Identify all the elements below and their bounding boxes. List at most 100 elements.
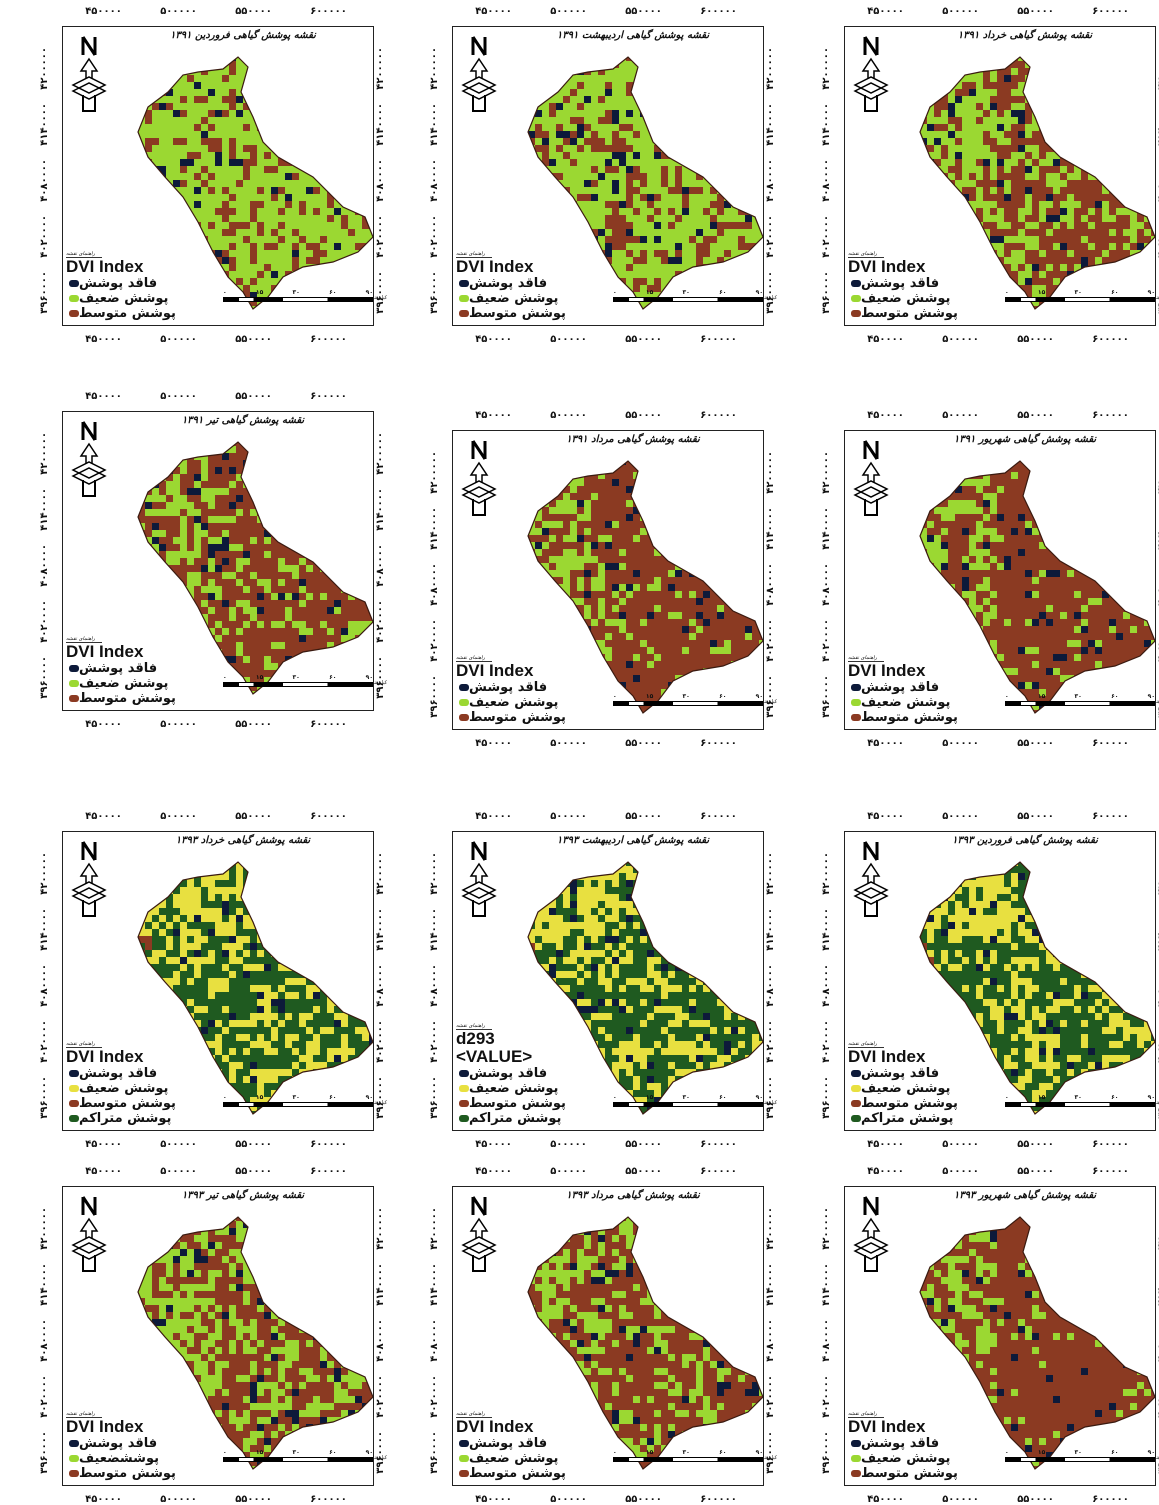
legend-label: پوشش ضعیف	[861, 291, 950, 306]
x-tick-label: ۵۵۰۰۰۰	[1017, 410, 1054, 421]
map-title: نقشه پوشش گیاهی اردیبهشت ۱۳۹۱	[513, 30, 753, 41]
legend-label: پوشش متراکم	[861, 1111, 953, 1126]
y-tick-label: ۴۰۸۰۰۰۰	[765, 159, 776, 202]
x-tick-label: ۶۰۰۰۰۰	[1092, 1139, 1129, 1150]
scale-label: ۳۰	[683, 1094, 690, 1101]
legend-swatch	[459, 1070, 469, 1077]
x-tick-label: ۵۵۰۰۰۰	[235, 334, 272, 345]
legend-swatch	[851, 1085, 861, 1092]
legend-item: پوشش ضعیف	[456, 1081, 636, 1096]
legend-swatch	[851, 1470, 861, 1477]
y-tick-label: ۴۰۲۰۰۰۰	[821, 215, 832, 258]
y-tick-label: ۴۰۲۰۰۰۰	[765, 215, 776, 258]
legend-title: DVI Index	[456, 1418, 636, 1436]
legend-title: DVI Index	[66, 643, 246, 661]
scale-label: ۶۰	[329, 289, 336, 296]
scale-label: ۱۵	[1038, 1094, 1045, 1101]
y-tick-label: ۳۹۶۰۰۰۰	[821, 271, 832, 314]
scale-unit: کیلومتر	[372, 1100, 387, 1106]
legend-label: پوشش متوسط	[861, 1096, 958, 1111]
y-tick-label: ۴۱۴۰۰۰۰	[765, 1263, 776, 1306]
x-tick-label: ۶۰۰۰۰۰	[1092, 334, 1129, 345]
y-tick-label: ۴۰۸۰۰۰۰	[821, 964, 832, 1007]
legend-item: پوشش متوسط	[66, 1466, 246, 1481]
legend-label: فاقد پوشش	[469, 1066, 547, 1081]
y-tick-label: ۴۰۸۰۰۰۰	[429, 159, 440, 202]
scale-label: ۱۵	[256, 674, 263, 681]
x-tick-label: ۵۰۰۰۰۰	[942, 6, 979, 17]
y-tick-label: ۴۰۲۰۰۰۰	[39, 1020, 50, 1063]
scale-unit: کیلومتر	[1154, 1455, 1159, 1461]
x-tick-label: ۶۰۰۰۰۰	[310, 811, 347, 822]
scale-label: ۰	[223, 1094, 227, 1101]
scale-bar-graphic	[223, 1102, 373, 1107]
y-tick-label: ۴۰۲۰۰۰۰	[39, 1375, 50, 1418]
legend-item: فاقد پوشش	[66, 1066, 246, 1081]
scale-unit: کیلومتر	[372, 1455, 387, 1461]
scale-label: ۳۰	[293, 674, 300, 681]
x-tick-label: ۵۰۰۰۰۰	[550, 738, 587, 749]
legend-swatch	[851, 1115, 861, 1122]
scale-unit: کیلومتر	[762, 1100, 777, 1106]
x-tick-label: ۶۰۰۰۰۰	[310, 1166, 347, 1177]
scale-label: ۰	[1005, 1094, 1009, 1101]
x-tick-label: ۶۰۰۰۰۰	[1092, 738, 1129, 749]
x-tick-label: ۴۵۰۰۰۰	[475, 1139, 512, 1150]
legend-label: پوشش ضعیف	[469, 291, 558, 306]
scale-bar-graphic	[1005, 1457, 1155, 1462]
scale-label: ۰	[223, 674, 227, 681]
y-tick-label: ۴۱۴۰۰۰۰	[39, 488, 50, 531]
x-tick-label: ۵۰۰۰۰۰	[942, 1494, 979, 1505]
y-tick-label: ۴۰۲۰۰۰۰	[39, 215, 50, 258]
legend-swatch	[459, 699, 469, 706]
y-tick-label: ۴۱۴۰۰۰۰	[821, 507, 832, 550]
y-tick-label: ۴۰۸۰۰۰۰	[375, 159, 386, 202]
x-tick-label: ۵۵۰۰۰۰	[625, 1494, 662, 1505]
x-tick-label: ۴۵۰۰۰۰	[867, 1494, 904, 1505]
y-tick-label: ۴۲۰۰۰۰۰	[765, 1207, 776, 1250]
legend-label: فاقد پوشش	[79, 1066, 157, 1081]
scale-label: ۰	[223, 289, 227, 296]
y-tick-label: ۴۰۲۰۰۰۰	[375, 215, 386, 258]
scale-bar-graphic	[223, 682, 373, 687]
y-tick-label: ۳۹۶۰۰۰۰	[821, 1431, 832, 1474]
y-tick-label: ۴۰۸۰۰۰۰	[765, 563, 776, 606]
map-title: نقشه پوشش گیاهی اردیبهشت ۱۳۹۳	[513, 835, 753, 846]
y-tick-label: ۳۹۶۰۰۰۰	[765, 1431, 776, 1474]
scale-bar-graphic	[223, 297, 373, 302]
y-tick-label: ۳۹۶۰۰۰۰	[429, 271, 440, 314]
y-tick-label: ۴۱۴۰۰۰۰	[375, 1263, 386, 1306]
legend-swatch	[69, 1085, 79, 1092]
y-tick-label: ۳۹۶۰۰۰۰	[765, 271, 776, 314]
legend-swatch	[69, 1455, 79, 1462]
scale-label: ۳۰	[683, 289, 690, 296]
x-tick-label: ۵۰۰۰۰۰	[550, 811, 587, 822]
x-tick-label: ۶۰۰۰۰۰	[700, 1494, 737, 1505]
x-tick-label: ۵۵۰۰۰۰	[625, 410, 662, 421]
legend-subtitle: <VALUE>	[456, 1048, 636, 1066]
y-tick-label: ۴۰۸۰۰۰۰	[821, 159, 832, 202]
x-tick-label: ۵۵۰۰۰۰	[1017, 334, 1054, 345]
y-tick-label: ۴۰۲۰۰۰۰	[429, 1375, 440, 1418]
x-tick-label: ۵۵۰۰۰۰	[235, 719, 272, 730]
y-tick-label: ۴۰۲۰۰۰۰	[765, 1020, 776, 1063]
scale-label: ۶۰	[1111, 693, 1118, 700]
y-tick-label: ۴۲۰۰۰۰۰	[429, 1207, 440, 1250]
legend-label: فاقد پوشش	[469, 276, 547, 291]
y-tick-label: ۴۲۰۰۰۰۰	[429, 852, 440, 895]
x-tick-label: ۶۰۰۰۰۰	[310, 334, 347, 345]
